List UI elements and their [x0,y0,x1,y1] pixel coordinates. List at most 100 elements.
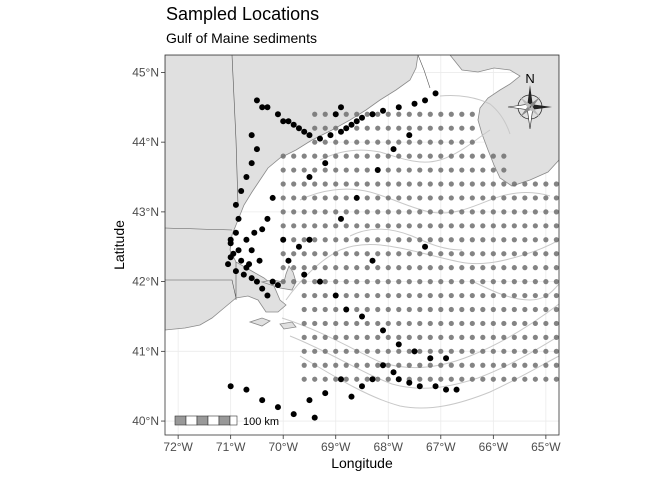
grid-sample-point [417,223,423,229]
grid-sample-point [553,209,559,215]
coastal-sample-point [327,132,334,139]
grid-sample-point [385,279,391,285]
grid-sample-point [438,362,444,368]
coastal-sample-point [243,386,250,393]
grid-sample-point [396,362,402,368]
grid-sample-point [364,265,370,271]
grid-sample-point [406,111,412,117]
coastal-sample-point [240,271,247,278]
grid-sample-point [522,348,528,354]
grid-sample-point [291,195,297,201]
grid-sample-point [553,195,559,201]
grid-sample-point [427,237,433,243]
grid-sample-point [322,111,328,117]
grid-sample-point [522,251,528,257]
grid-sample-point [448,237,454,243]
coastal-sample-point [343,306,350,313]
grid-sample-point [438,306,444,313]
coastal-sample-point [225,261,232,268]
grid-sample-point [312,265,318,271]
grid-sample-point [543,279,549,285]
grid-sample-point [417,209,423,215]
coastal-sample-point [390,369,397,376]
coastal-sample-point [295,243,302,250]
grid-sample-point [280,223,286,229]
coastal-sample-point [306,132,313,139]
grid-sample-point [490,223,496,229]
grid-sample-point [417,181,423,187]
grid-sample-point [511,292,517,299]
coastal-sample-point [359,313,365,320]
grid-sample-point [501,251,507,257]
grid-sample-point [448,181,454,187]
coastal-sample-point [427,355,434,362]
grid-sample-point [385,181,391,187]
grid-sample-point [385,223,391,229]
coastal-sample-point [432,90,439,97]
grid-sample-point [385,153,391,159]
map-subtitle: Gulf of Maine sediments [166,30,317,46]
grid-sample-point [343,111,349,117]
grid-sample-point [490,348,496,354]
grid-sample-point [364,306,370,313]
grid-sample-point [375,153,381,159]
grid-sample-point [312,209,318,215]
grid-sample-point [312,167,318,173]
grid-sample-point [469,251,475,257]
grid-sample-point [322,251,328,257]
coastal-sample-point [290,411,297,418]
grid-sample-point [354,265,360,271]
grid-sample-point [333,279,339,285]
grid-sample-point [291,237,297,243]
grid-sample-point [480,362,486,368]
coastal-sample-point [290,121,297,128]
coastal-sample-point [264,292,271,299]
grid-sample-point [417,111,423,117]
grid-sample-point [427,251,433,257]
grid-sample-point [522,195,528,201]
grid-sample-point [532,265,538,271]
grid-sample-point [438,348,444,354]
grid-sample-point [375,376,381,382]
grid-sample-point [490,181,496,187]
grid-sample-point [553,376,559,382]
grid-sample-point [427,362,433,368]
grid-sample-point [448,362,454,368]
grid-sample-point [375,139,381,145]
coastal-sample-point [343,125,350,132]
grid-sample-point [448,292,454,299]
coastal-sample-point [337,104,344,111]
grid-sample-point [312,195,318,201]
grid-sample-point [532,251,538,257]
coastal-sample-point [395,104,402,111]
coastal-sample-point [280,236,287,243]
grid-sample-point [354,279,360,285]
grid-sample-point [459,209,465,215]
coastal-sample-point [411,100,418,107]
grid-sample-point [343,320,349,327]
grid-sample-point [427,348,433,354]
coastal-sample-point [248,247,255,254]
grid-sample-point [417,139,423,145]
grid-sample-point [480,376,486,382]
x-axis-ticks: 72°W 71°W 70°W 69°W 68°W 67°W 66°W 65°W [163,435,561,454]
grid-sample-point [522,237,528,243]
grid-sample-point [280,153,286,159]
grid-sample-point [385,111,391,117]
grid-sample-point [312,251,318,257]
grid-sample-point [532,195,538,201]
grid-sample-point [312,153,318,159]
coastal-sample-point [264,104,271,111]
scale-bar-segment [185,415,198,426]
grid-sample-point [511,181,517,187]
coastal-sample-point [432,383,439,390]
map-panel: 100 km N [164,54,569,436]
coastal-sample-point [295,125,302,132]
grid-sample-point [501,362,507,368]
coastal-sample-point [316,278,323,285]
grid-sample-point [301,362,307,368]
grid-sample-point [564,307,569,312]
coastal-sample-point [243,174,250,181]
grid-sample-point [564,363,569,368]
